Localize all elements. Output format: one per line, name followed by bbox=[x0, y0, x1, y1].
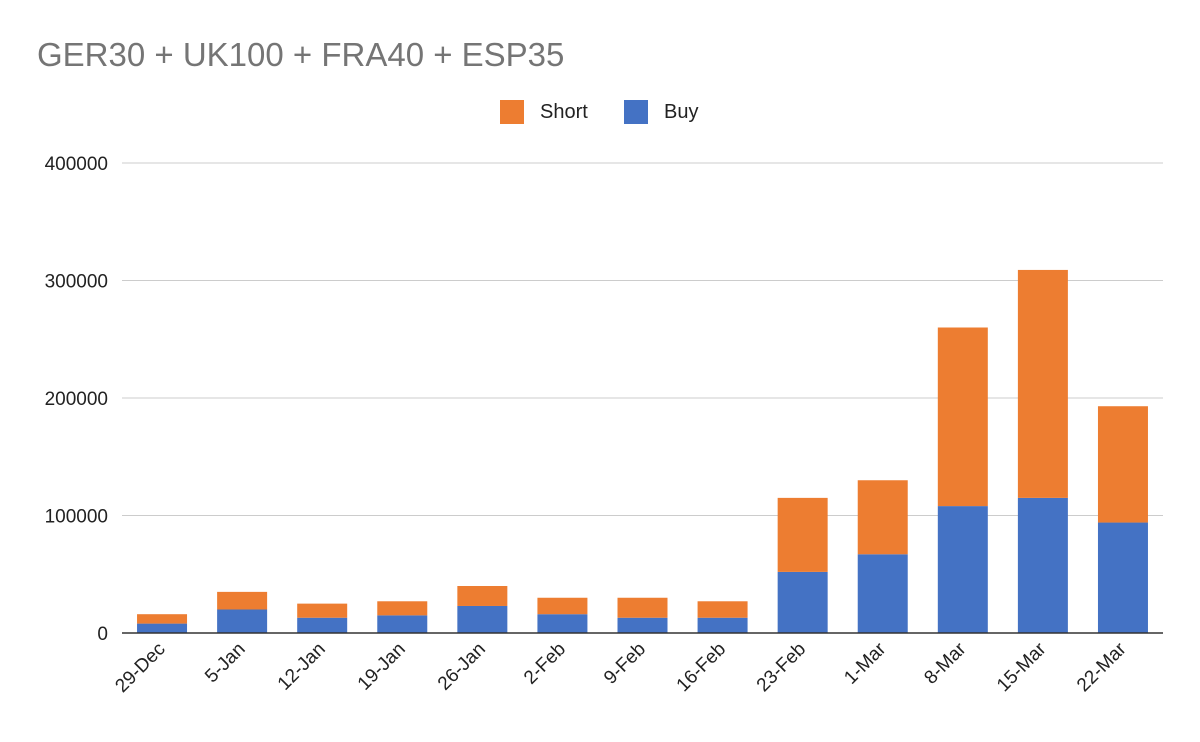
bar-buy-5-jan bbox=[217, 609, 268, 633]
legend-item-short: Short bbox=[500, 100, 588, 124]
x-tick-label: 22-Mar bbox=[1073, 638, 1131, 696]
bar-buy-9-feb bbox=[617, 617, 668, 633]
bar-short-29-dec bbox=[137, 614, 188, 624]
bar-buy-8-mar bbox=[937, 506, 988, 633]
x-tick-label: 26-Jan bbox=[434, 639, 490, 695]
y-tick-label: 300000 bbox=[45, 272, 108, 293]
y-tick-label: 0 bbox=[97, 624, 108, 645]
y-tick-label: 200000 bbox=[45, 389, 108, 410]
y-tick-label: 400000 bbox=[45, 154, 108, 175]
legend-item-buy: Buy bbox=[624, 100, 698, 124]
bar-buy-15-mar bbox=[1017, 497, 1068, 633]
x-tick-label: 5-Jan bbox=[201, 639, 249, 687]
legend-label-short: Short bbox=[540, 100, 588, 123]
x-tick-label: 1-Mar bbox=[840, 638, 890, 688]
x-tick-label: 23-Feb bbox=[753, 639, 810, 696]
legend-swatch-short bbox=[500, 100, 524, 124]
bar-short-26-jan bbox=[457, 586, 508, 606]
y-tick-label: 100000 bbox=[45, 507, 108, 528]
bar-short-8-mar bbox=[937, 327, 988, 507]
chart-title: GER30 + UK100 + FRA40 + ESP35 bbox=[37, 36, 565, 73]
bar-short-23-feb bbox=[777, 497, 828, 572]
x-tick-label: 12-Jan bbox=[274, 639, 330, 695]
bar-short-16-feb bbox=[697, 601, 748, 618]
bar-buy-12-jan bbox=[297, 617, 348, 633]
bar-buy-16-feb bbox=[697, 617, 748, 633]
bar-short-15-mar bbox=[1017, 269, 1068, 498]
bar-buy-26-jan bbox=[457, 605, 508, 633]
bar-short-19-jan bbox=[377, 601, 428, 616]
bar-short-22-mar bbox=[1097, 406, 1148, 523]
bar-short-1-mar bbox=[857, 480, 908, 555]
bar-short-5-jan bbox=[217, 591, 268, 610]
x-tick-label: 8-Mar bbox=[920, 638, 970, 688]
bar-buy-1-mar bbox=[857, 554, 908, 633]
bar-buy-19-jan bbox=[377, 615, 428, 633]
bar-short-2-feb bbox=[537, 597, 588, 615]
legend-swatch-buy bbox=[624, 100, 648, 124]
bar-short-9-feb bbox=[617, 597, 668, 618]
x-tick-label: 16-Feb bbox=[673, 639, 730, 696]
bar-buy-22-mar bbox=[1097, 522, 1148, 633]
bar-buy-2-feb bbox=[537, 614, 588, 633]
bar-buy-29-dec bbox=[137, 623, 188, 633]
x-tick-label: 29-Dec bbox=[111, 639, 169, 697]
bar-buy-23-feb bbox=[777, 571, 828, 633]
x-tick-label: 19-Jan bbox=[354, 639, 410, 695]
legend: Short Buy bbox=[0, 100, 1200, 130]
x-tick-label: 15-Mar bbox=[993, 638, 1051, 696]
bar-short-12-jan bbox=[297, 603, 348, 618]
legend-label-buy: Buy bbox=[664, 100, 699, 123]
x-tick-label: 2-Feb bbox=[520, 639, 570, 689]
x-tick-label: 9-Feb bbox=[600, 639, 650, 689]
